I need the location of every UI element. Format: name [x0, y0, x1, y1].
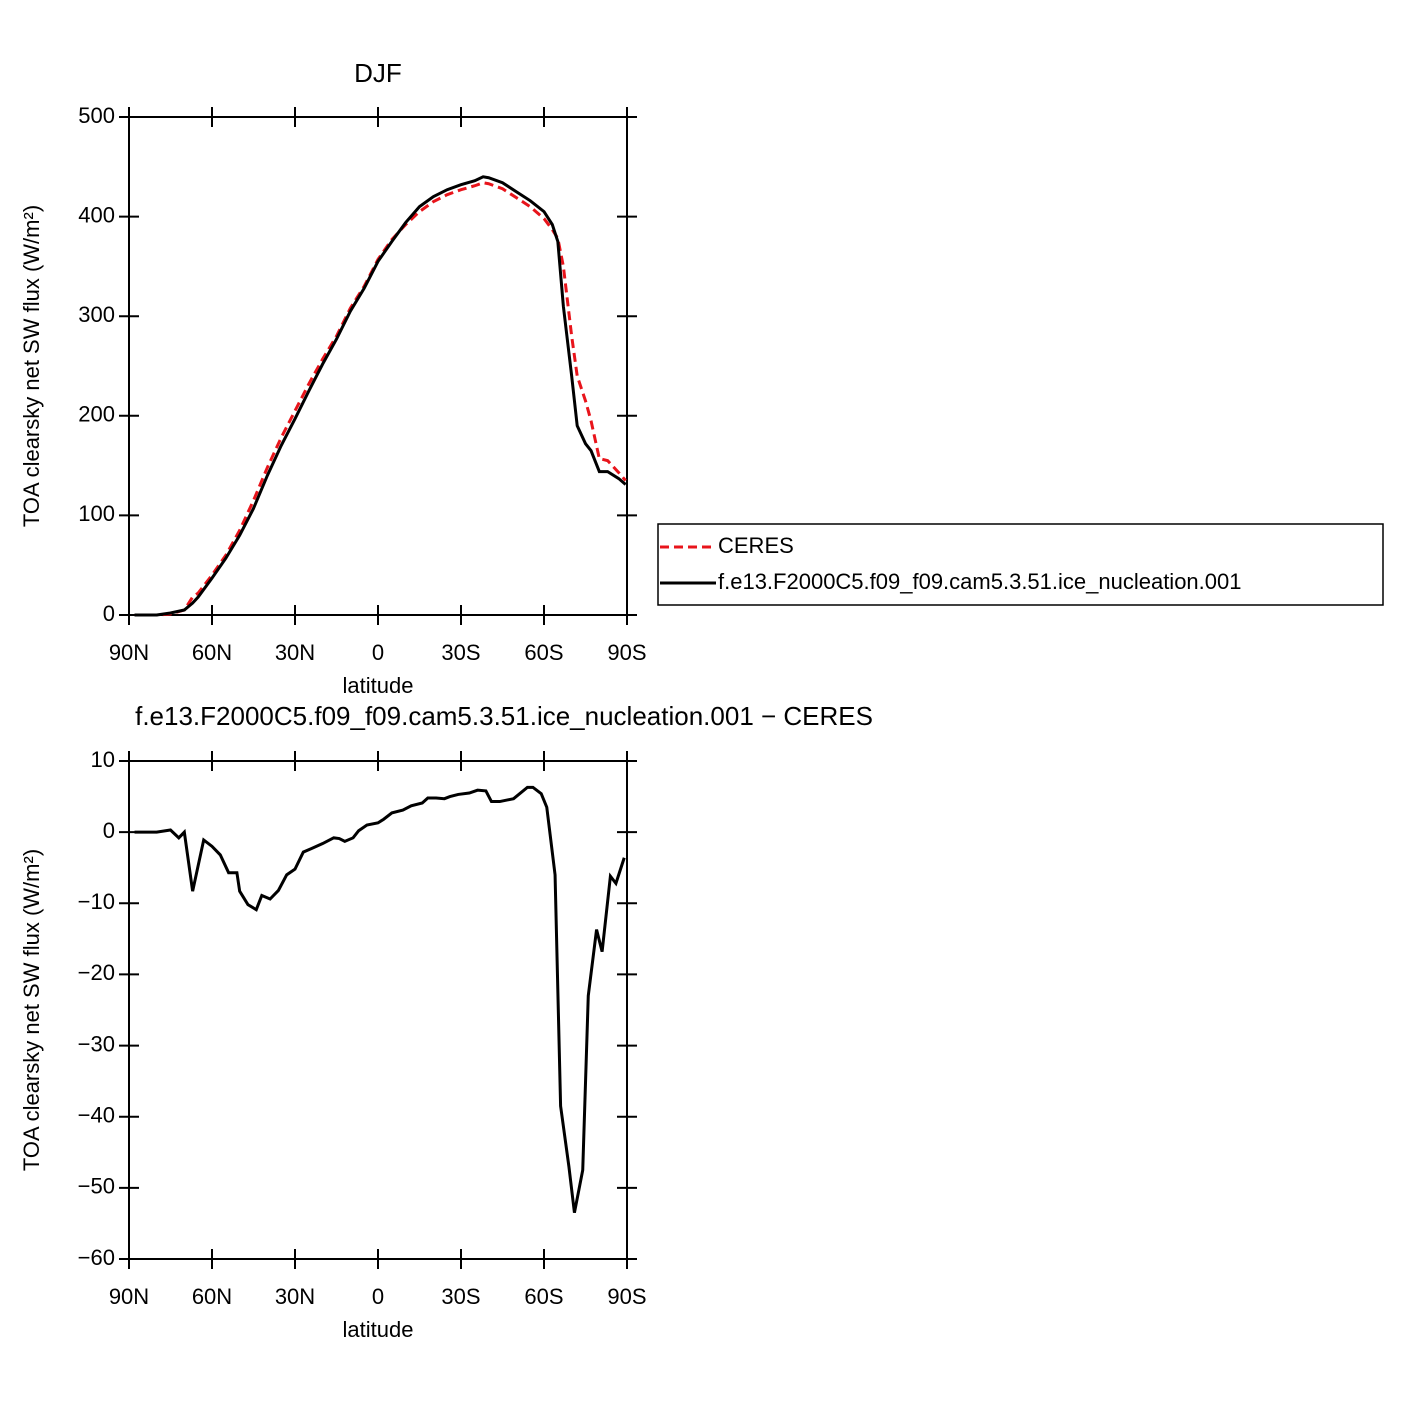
x-tick-label: 30S [441, 1284, 480, 1309]
x-tick-label: 90N [109, 1284, 149, 1309]
x-tick-label: 60S [524, 640, 563, 665]
y-tick-label: 400 [78, 202, 115, 227]
x-axis-label: latitude [343, 1317, 414, 1342]
y-tick-label: 500 [78, 103, 115, 128]
x-tick-label: 0 [372, 640, 384, 665]
x-tick-label: 60N [192, 1284, 232, 1309]
x-tick-label: 60N [192, 640, 232, 665]
x-tick-label: 30N [275, 1284, 315, 1309]
y-tick-label: −50 [78, 1174, 115, 1199]
y-tick-label: 200 [78, 402, 115, 427]
y-tick-label: −60 [78, 1245, 115, 1270]
x-tick-label: 90S [607, 1284, 646, 1309]
y-axis-label: TOA clearsky net SW flux (W/m²) [19, 849, 44, 1171]
y-tick-label: 10 [91, 747, 115, 772]
x-tick-label: 0 [372, 1284, 384, 1309]
y-tick-label: 0 [103, 601, 115, 626]
y-tick-label: 0 [103, 818, 115, 843]
x-tick-label: 30N [275, 640, 315, 665]
x-tick-label: 90N [109, 640, 149, 665]
y-tick-label: 300 [78, 302, 115, 327]
y-tick-label: 100 [78, 501, 115, 526]
x-tick-label: 60S [524, 1284, 563, 1309]
chart-title: f.e13.F2000C5.f09_f09.cam5.3.51.ice_nucl… [135, 701, 873, 731]
legend-label: CERES [718, 533, 794, 558]
data-line [134, 181, 627, 617]
plot-frame [128, 116, 628, 616]
y-tick-label: −30 [78, 1031, 115, 1056]
x-tick-label: 90S [607, 640, 646, 665]
legend-box [657, 523, 1384, 606]
data-line [134, 175, 627, 617]
y-tick-label: −10 [78, 889, 115, 914]
chart-title: DJF [354, 58, 402, 88]
x-axis-label: latitude [343, 673, 414, 698]
plot-frame [128, 760, 628, 1260]
legend-label: f.e13.F2000C5.f09_f09.cam5.3.51.ice_nucl… [718, 569, 1242, 594]
y-axis-label: TOA clearsky net SW flux (W/m²) [19, 205, 44, 527]
y-tick-label: −20 [78, 960, 115, 985]
data-line [134, 785, 626, 1214]
y-tick-label: −40 [78, 1103, 115, 1128]
x-tick-label: 30S [441, 640, 480, 665]
